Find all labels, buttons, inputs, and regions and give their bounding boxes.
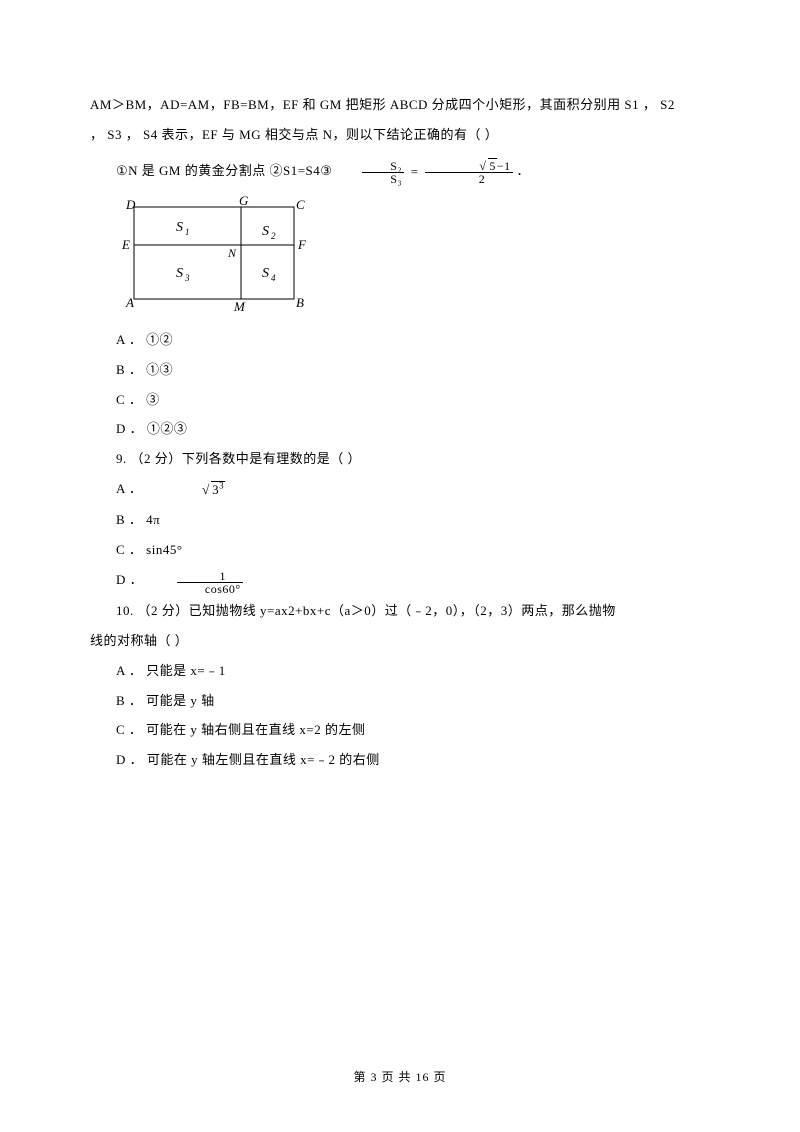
svg-text:F: F (297, 237, 307, 252)
option-a: A ． ①② (90, 325, 710, 355)
svg-text:4: 4 (271, 273, 276, 283)
option-d: D ． ①②③ (90, 414, 710, 444)
option-b: B ． ①③ (90, 355, 710, 385)
svg-text:S: S (262, 224, 269, 239)
svg-text:1: 1 (185, 227, 190, 237)
problem-stem-line2: ， S3 ， S4 表示，EF 与 MG 相交与点 N，则以下结论正确的有（ ） (90, 120, 710, 150)
statements: ①N 是 GM 的黄金分割点 ②S1=S4③ S₂S₃ = 5−1 2 ． (90, 156, 710, 187)
question-10-l1: 10. （2 分）已知抛物线 y=ax2+bx+c（a＞0）过（﹣2，0），（2… (90, 596, 710, 626)
q10-option-b: B ． 可能是 y 轴 (90, 686, 710, 716)
svg-text:C: C (296, 197, 305, 212)
problem-stem-line1: AM＞BM，AD=AM，FB=BM，EF 和 GM 把矩形 ABCD 分成四个小… (90, 90, 710, 120)
svg-text:2: 2 (271, 231, 276, 241)
svg-text:B: B (296, 295, 304, 310)
svg-text:S: S (176, 266, 183, 281)
q9-option-a: A ． 33 (90, 474, 710, 505)
svg-text:S: S (262, 266, 269, 281)
statements-text: ①N 是 GM 的黄金分割点 ②S1=S4③ (116, 163, 332, 178)
svg-text:3: 3 (184, 273, 190, 283)
q10-option-d: D ． 可能在 y 轴左侧且在直线 x=﹣2 的右侧 (90, 745, 710, 775)
svg-text:D: D (125, 197, 136, 212)
svg-text:N: N (227, 246, 237, 260)
question-10-l2: 线的对称轴（ ） (90, 626, 710, 656)
svg-text:S: S (176, 220, 183, 235)
q9-option-d: D ． 1cos60° (90, 565, 710, 596)
geometry-figure: D G C E F A M B N S1 S2 S3 S4 (116, 195, 710, 317)
q10-option-c: C ． 可能在 y 轴右侧且在直线 x=2 的左侧 (90, 715, 710, 745)
statements-suffix: ． (516, 163, 530, 178)
svg-text:A: A (125, 295, 134, 310)
formula-ratio: S₂S₃ = 5−1 2 (336, 157, 512, 187)
q9-option-b: B ． 4π (90, 505, 710, 535)
svg-text:M: M (233, 299, 246, 314)
question-9: 9. （2 分）下列各数中是有理数的是（ ） (90, 444, 710, 474)
q9-option-c: C ． sin45° (90, 535, 710, 565)
q10-option-a: A ． 只能是 x=﹣1 (90, 656, 710, 686)
svg-text:E: E (121, 237, 130, 252)
page-footer: 第 3 页 共 16 页 (0, 1064, 800, 1092)
option-c: C ． ③ (90, 385, 710, 415)
svg-text:G: G (239, 195, 249, 208)
